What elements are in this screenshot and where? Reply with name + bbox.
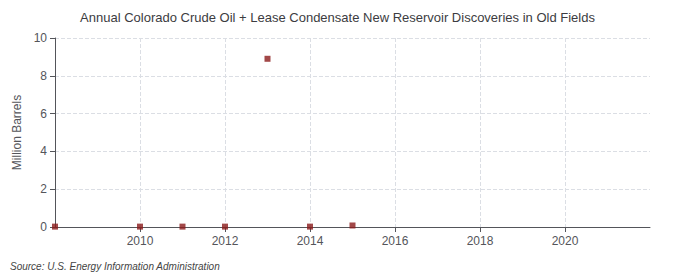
svg-text:2018: 2018 bbox=[467, 234, 494, 248]
svg-text:2020: 2020 bbox=[552, 234, 579, 248]
svg-text:2010: 2010 bbox=[127, 234, 154, 248]
svg-text:0: 0 bbox=[40, 220, 47, 234]
svg-text:10: 10 bbox=[34, 31, 48, 45]
svg-text:2: 2 bbox=[40, 182, 47, 196]
svg-text:8: 8 bbox=[40, 69, 47, 83]
svg-text:2014: 2014 bbox=[297, 234, 324, 248]
svg-text:Million Barrels: Million Barrels bbox=[10, 95, 24, 170]
svg-text:Annual Colorado Crude Oil + Le: Annual Colorado Crude Oil + Lease Conden… bbox=[80, 10, 595, 25]
svg-text:2012: 2012 bbox=[212, 234, 239, 248]
svg-text:2016: 2016 bbox=[382, 234, 409, 248]
svg-text:4: 4 bbox=[40, 144, 47, 158]
svg-text:Source: U.S. Energy Informatio: Source: U.S. Energy Information Administ… bbox=[10, 261, 220, 272]
svg-text:6: 6 bbox=[40, 107, 47, 121]
